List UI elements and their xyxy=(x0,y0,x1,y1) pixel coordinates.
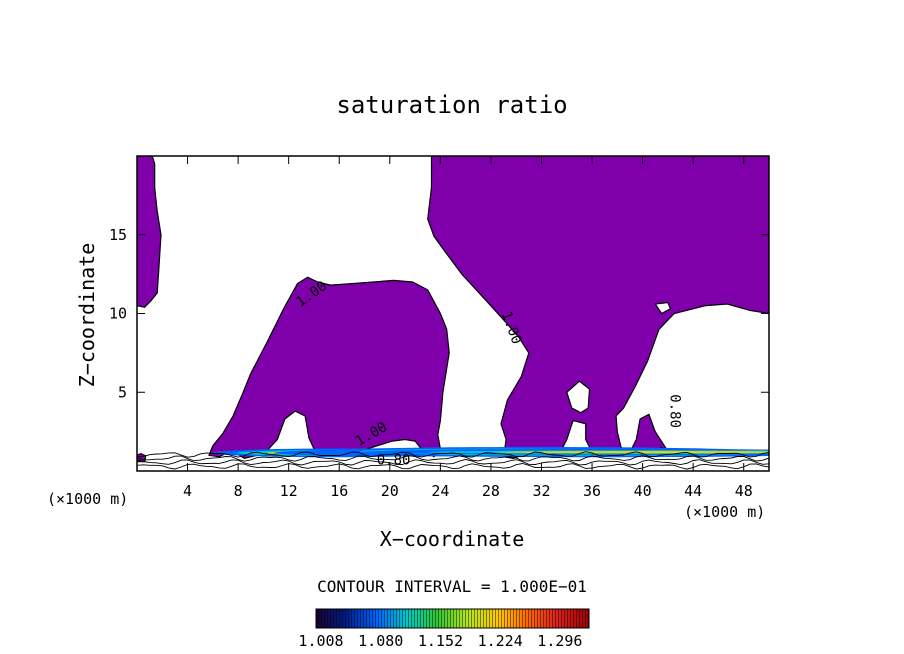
colorbar-tick-label: 1.296 xyxy=(537,632,582,650)
contour-label: 0.80 xyxy=(666,394,682,428)
x-tick-label: 8 xyxy=(234,482,243,500)
x-tick-label: 20 xyxy=(381,482,399,500)
colorbar-frame xyxy=(315,608,590,629)
y-tick-label: 5 xyxy=(118,383,127,401)
low-contours xyxy=(137,451,769,470)
plot-area: 1.001.001.000.800.80 4 8 12 16 20 24 28 32 36 40 4… xyxy=(109,155,770,500)
low-contour-line xyxy=(137,463,769,470)
x-axis-label: X−coordinate xyxy=(380,527,525,551)
colorbar-stripes xyxy=(316,609,589,628)
hot-spots xyxy=(212,446,769,458)
x-tick-label: 28 xyxy=(482,482,500,500)
y-tick-label: 15 xyxy=(109,226,127,244)
contour-interval-text: CONTOUR INTERVAL = 1.000E−01 xyxy=(317,577,587,596)
x-tick-label: 44 xyxy=(684,482,702,500)
colorbar-tick-label: 1.080 xyxy=(358,632,403,650)
x-tick-label: 48 xyxy=(735,482,753,500)
colorbar: 1.008 1.080 1.152 1.224 1.296 xyxy=(298,608,590,650)
colorbar-tick-label: 1.152 xyxy=(418,632,463,650)
x-unit-right: (×1000 m) xyxy=(684,503,765,521)
x-unit-left: (×1000 m) xyxy=(47,490,128,508)
x-tick-label: 36 xyxy=(583,482,601,500)
y-tick-label: 10 xyxy=(109,305,127,323)
region-right-plume xyxy=(427,156,769,460)
x-tick-label: 40 xyxy=(634,482,652,500)
colorbar-tick-label: 1.224 xyxy=(478,632,523,650)
low-contour-line xyxy=(137,455,769,462)
low-contour-line xyxy=(137,459,769,466)
supersaturation-regions xyxy=(137,156,769,463)
contour-label: 0.80 xyxy=(377,453,411,469)
region-hole-a xyxy=(566,380,591,414)
colorbar-tick-label: 1.008 xyxy=(298,632,343,650)
region-hole-b xyxy=(654,301,672,315)
x-tick-label: 16 xyxy=(330,482,348,500)
x-tick-label: 4 xyxy=(183,482,192,500)
chart-title: saturation ratio xyxy=(336,91,567,119)
region-central-plume xyxy=(208,276,450,460)
x-tick-label: 24 xyxy=(431,482,449,500)
low-contour-line xyxy=(137,451,769,458)
colorbar-labels: 1.008 1.080 1.152 1.224 1.296 xyxy=(298,632,582,650)
x-tick-label: 32 xyxy=(532,482,550,500)
y-axis-label: Z−coordinate xyxy=(75,243,99,388)
x-tick-label: 12 xyxy=(280,482,298,500)
region-left-column xyxy=(137,156,162,308)
